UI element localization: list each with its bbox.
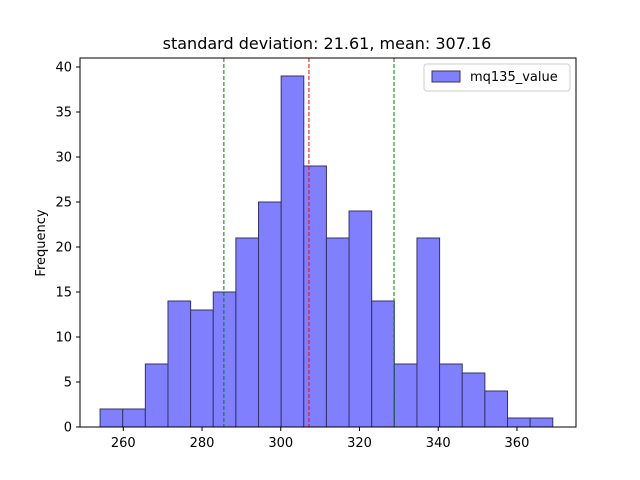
y-tick-label: 5 bbox=[64, 376, 72, 391]
histogram-bar bbox=[303, 165, 327, 428]
histogram-bar bbox=[99, 408, 124, 428]
x-tick-label: 360 bbox=[505, 436, 530, 451]
y-tick-label: 30 bbox=[55, 151, 72, 166]
legend-swatch bbox=[431, 70, 461, 83]
histogram-bar bbox=[371, 300, 395, 428]
histogram-bar bbox=[190, 309, 214, 428]
histogram-bar bbox=[235, 237, 260, 428]
histogram-bar bbox=[144, 363, 169, 428]
histogram-bar bbox=[507, 417, 531, 428]
x-tick-label: 340 bbox=[426, 436, 451, 451]
histogram-bar bbox=[529, 417, 554, 428]
histogram-bar bbox=[280, 75, 305, 428]
legend: mq135_value bbox=[423, 63, 571, 92]
histogram-bar bbox=[484, 390, 509, 428]
histogram-bar bbox=[325, 237, 350, 428]
x-tick-label: 320 bbox=[347, 436, 372, 451]
x-axis-ticks: 260 280 300 320 340 360 bbox=[111, 427, 529, 451]
histogram-bar bbox=[439, 363, 463, 428]
x-tick-label: 300 bbox=[268, 436, 293, 451]
plot-frame bbox=[79, 57, 577, 428]
y-tick-label: 35 bbox=[55, 106, 72, 121]
y-tick-label: 10 bbox=[55, 331, 72, 346]
histogram-bar bbox=[348, 210, 373, 428]
y-axis-label: Frequency bbox=[34, 209, 49, 276]
histogram-bar bbox=[167, 300, 192, 428]
histogram-bar bbox=[122, 408, 146, 428]
histogram-bar bbox=[258, 201, 282, 428]
histogram-bar bbox=[212, 291, 237, 428]
legend-label: mq135_value bbox=[470, 70, 558, 85]
y-tick-label: 0 bbox=[64, 421, 72, 436]
y-tick-label: 20 bbox=[55, 241, 72, 256]
y-tick-label: 15 bbox=[55, 286, 72, 301]
x-tick-label: 260 bbox=[111, 436, 136, 451]
histogram-bar bbox=[416, 237, 441, 428]
chart-title: standard deviation: 21.61, mean: 307.16 bbox=[163, 34, 492, 53]
histogram-bar bbox=[461, 372, 486, 428]
y-axis-ticks: 0 5 10 15 20 25 30 35 40 bbox=[55, 61, 80, 436]
x-tick-label: 280 bbox=[190, 436, 215, 451]
histogram-bar bbox=[393, 363, 418, 428]
reference-lines bbox=[223, 58, 395, 427]
y-tick-label: 25 bbox=[55, 196, 72, 211]
y-tick-label: 40 bbox=[55, 61, 72, 76]
